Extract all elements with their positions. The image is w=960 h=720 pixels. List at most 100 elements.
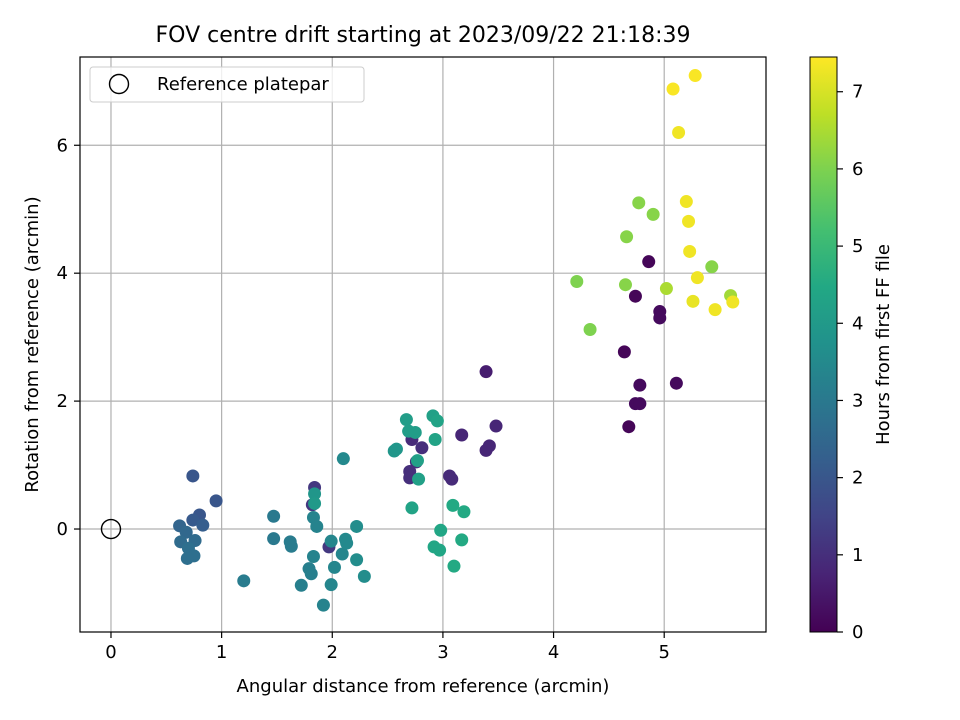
data-point xyxy=(284,539,298,553)
data-point xyxy=(708,303,722,317)
data-point xyxy=(428,432,442,446)
data-point xyxy=(340,536,354,550)
y-tick-label: 2 xyxy=(57,391,68,412)
data-point xyxy=(408,425,422,439)
data-point xyxy=(180,551,194,565)
x-tick-label: 5 xyxy=(658,642,669,663)
data-point xyxy=(186,469,200,483)
axes xyxy=(79,56,767,633)
data-point xyxy=(445,472,459,486)
data-point xyxy=(350,553,364,567)
colorbar: 0 1 2 3 4 5 6 7 Hours from first FF file xyxy=(809,56,894,643)
data-point xyxy=(430,414,444,428)
data-point xyxy=(196,518,210,532)
data-point xyxy=(267,532,281,546)
data-point xyxy=(583,322,597,336)
data-point xyxy=(336,452,350,466)
chart-title: FOV centre drift starting at 2023/09/22 … xyxy=(156,23,691,48)
x-tick-label: 0 xyxy=(105,642,116,663)
y-tick-label: 4 xyxy=(57,263,68,284)
data-point xyxy=(617,345,631,359)
tick-marks: 0 1 2 3 4 5 0 2 4 6 xyxy=(57,135,670,663)
data-point xyxy=(316,598,330,612)
data-point xyxy=(686,294,700,308)
data-point xyxy=(489,419,503,433)
y-tick-label: 6 xyxy=(57,135,68,156)
data-point xyxy=(324,534,338,548)
data-point xyxy=(357,569,371,583)
data-point xyxy=(455,428,469,442)
data-point xyxy=(659,282,673,296)
data-point xyxy=(690,271,704,285)
colorbar-tick-label: 4 xyxy=(852,313,863,334)
data-point xyxy=(415,441,429,455)
data-point xyxy=(179,525,193,539)
data-point xyxy=(653,311,667,325)
data-point xyxy=(433,543,447,557)
data-point xyxy=(446,498,460,512)
data-point xyxy=(327,560,341,574)
data-point xyxy=(308,487,322,501)
colorbar-tick-label: 6 xyxy=(852,159,863,180)
data-point xyxy=(705,260,719,274)
data-point xyxy=(209,494,223,508)
colorbar-tick-label: 2 xyxy=(852,468,863,489)
data-point xyxy=(620,230,634,244)
data-point xyxy=(306,550,320,564)
colorbar-tick-label: 7 xyxy=(852,82,863,103)
data-point xyxy=(726,295,740,309)
data-point xyxy=(447,559,461,573)
data-point xyxy=(294,578,308,592)
colorbar-tick-label: 5 xyxy=(852,236,863,257)
colorbar-tick-label: 3 xyxy=(852,390,863,411)
x-tick-label: 4 xyxy=(548,642,559,663)
data-point xyxy=(405,501,419,515)
legend: Reference platepar xyxy=(89,66,365,103)
colorbar-tick-label: 1 xyxy=(852,545,863,566)
colorbar-gradient xyxy=(809,56,838,633)
x-axis-label: Angular distance from reference (arcmin) xyxy=(237,676,610,697)
data-point xyxy=(666,82,680,96)
data-point xyxy=(186,513,200,527)
data-point xyxy=(646,207,660,221)
data-point xyxy=(622,420,636,434)
data-point xyxy=(618,278,632,292)
reference-platepar-marker xyxy=(100,518,122,540)
y-tick-label: 0 xyxy=(57,519,68,540)
data-point xyxy=(642,255,656,269)
data-point xyxy=(267,509,281,523)
legend-box xyxy=(89,66,365,103)
x-tick-label: 2 xyxy=(327,642,338,663)
legend-marker-icon xyxy=(108,73,130,95)
data-point xyxy=(457,505,471,519)
colorbar-ticks: 0 1 2 3 4 5 6 7 xyxy=(837,82,863,643)
data-point xyxy=(434,523,448,537)
colorbar-label: Hours from first FF file xyxy=(873,244,894,445)
data-point xyxy=(304,567,318,581)
data-point xyxy=(350,519,364,533)
data-point xyxy=(632,196,646,210)
data-point xyxy=(410,454,424,468)
x-tick-label: 1 xyxy=(216,642,227,663)
x-tick-label: 3 xyxy=(437,642,448,663)
data-point xyxy=(308,496,322,510)
data-point xyxy=(672,125,686,139)
data-point xyxy=(310,519,324,533)
data-point xyxy=(682,214,696,228)
colorbar-tick-label: 0 xyxy=(852,622,863,643)
data-point xyxy=(633,378,647,392)
data-point xyxy=(324,578,338,592)
grid xyxy=(80,57,766,632)
data-point xyxy=(688,69,702,83)
data-point xyxy=(669,376,683,390)
data-point xyxy=(389,442,403,456)
data-point xyxy=(412,472,426,486)
data-point xyxy=(335,547,349,561)
data-point xyxy=(570,274,584,288)
y-axis-label: Rotation from reference (arcmin) xyxy=(22,196,43,492)
plot-frame xyxy=(79,56,767,633)
data-points xyxy=(173,69,740,612)
data-point xyxy=(455,533,469,547)
data-point xyxy=(628,289,642,303)
